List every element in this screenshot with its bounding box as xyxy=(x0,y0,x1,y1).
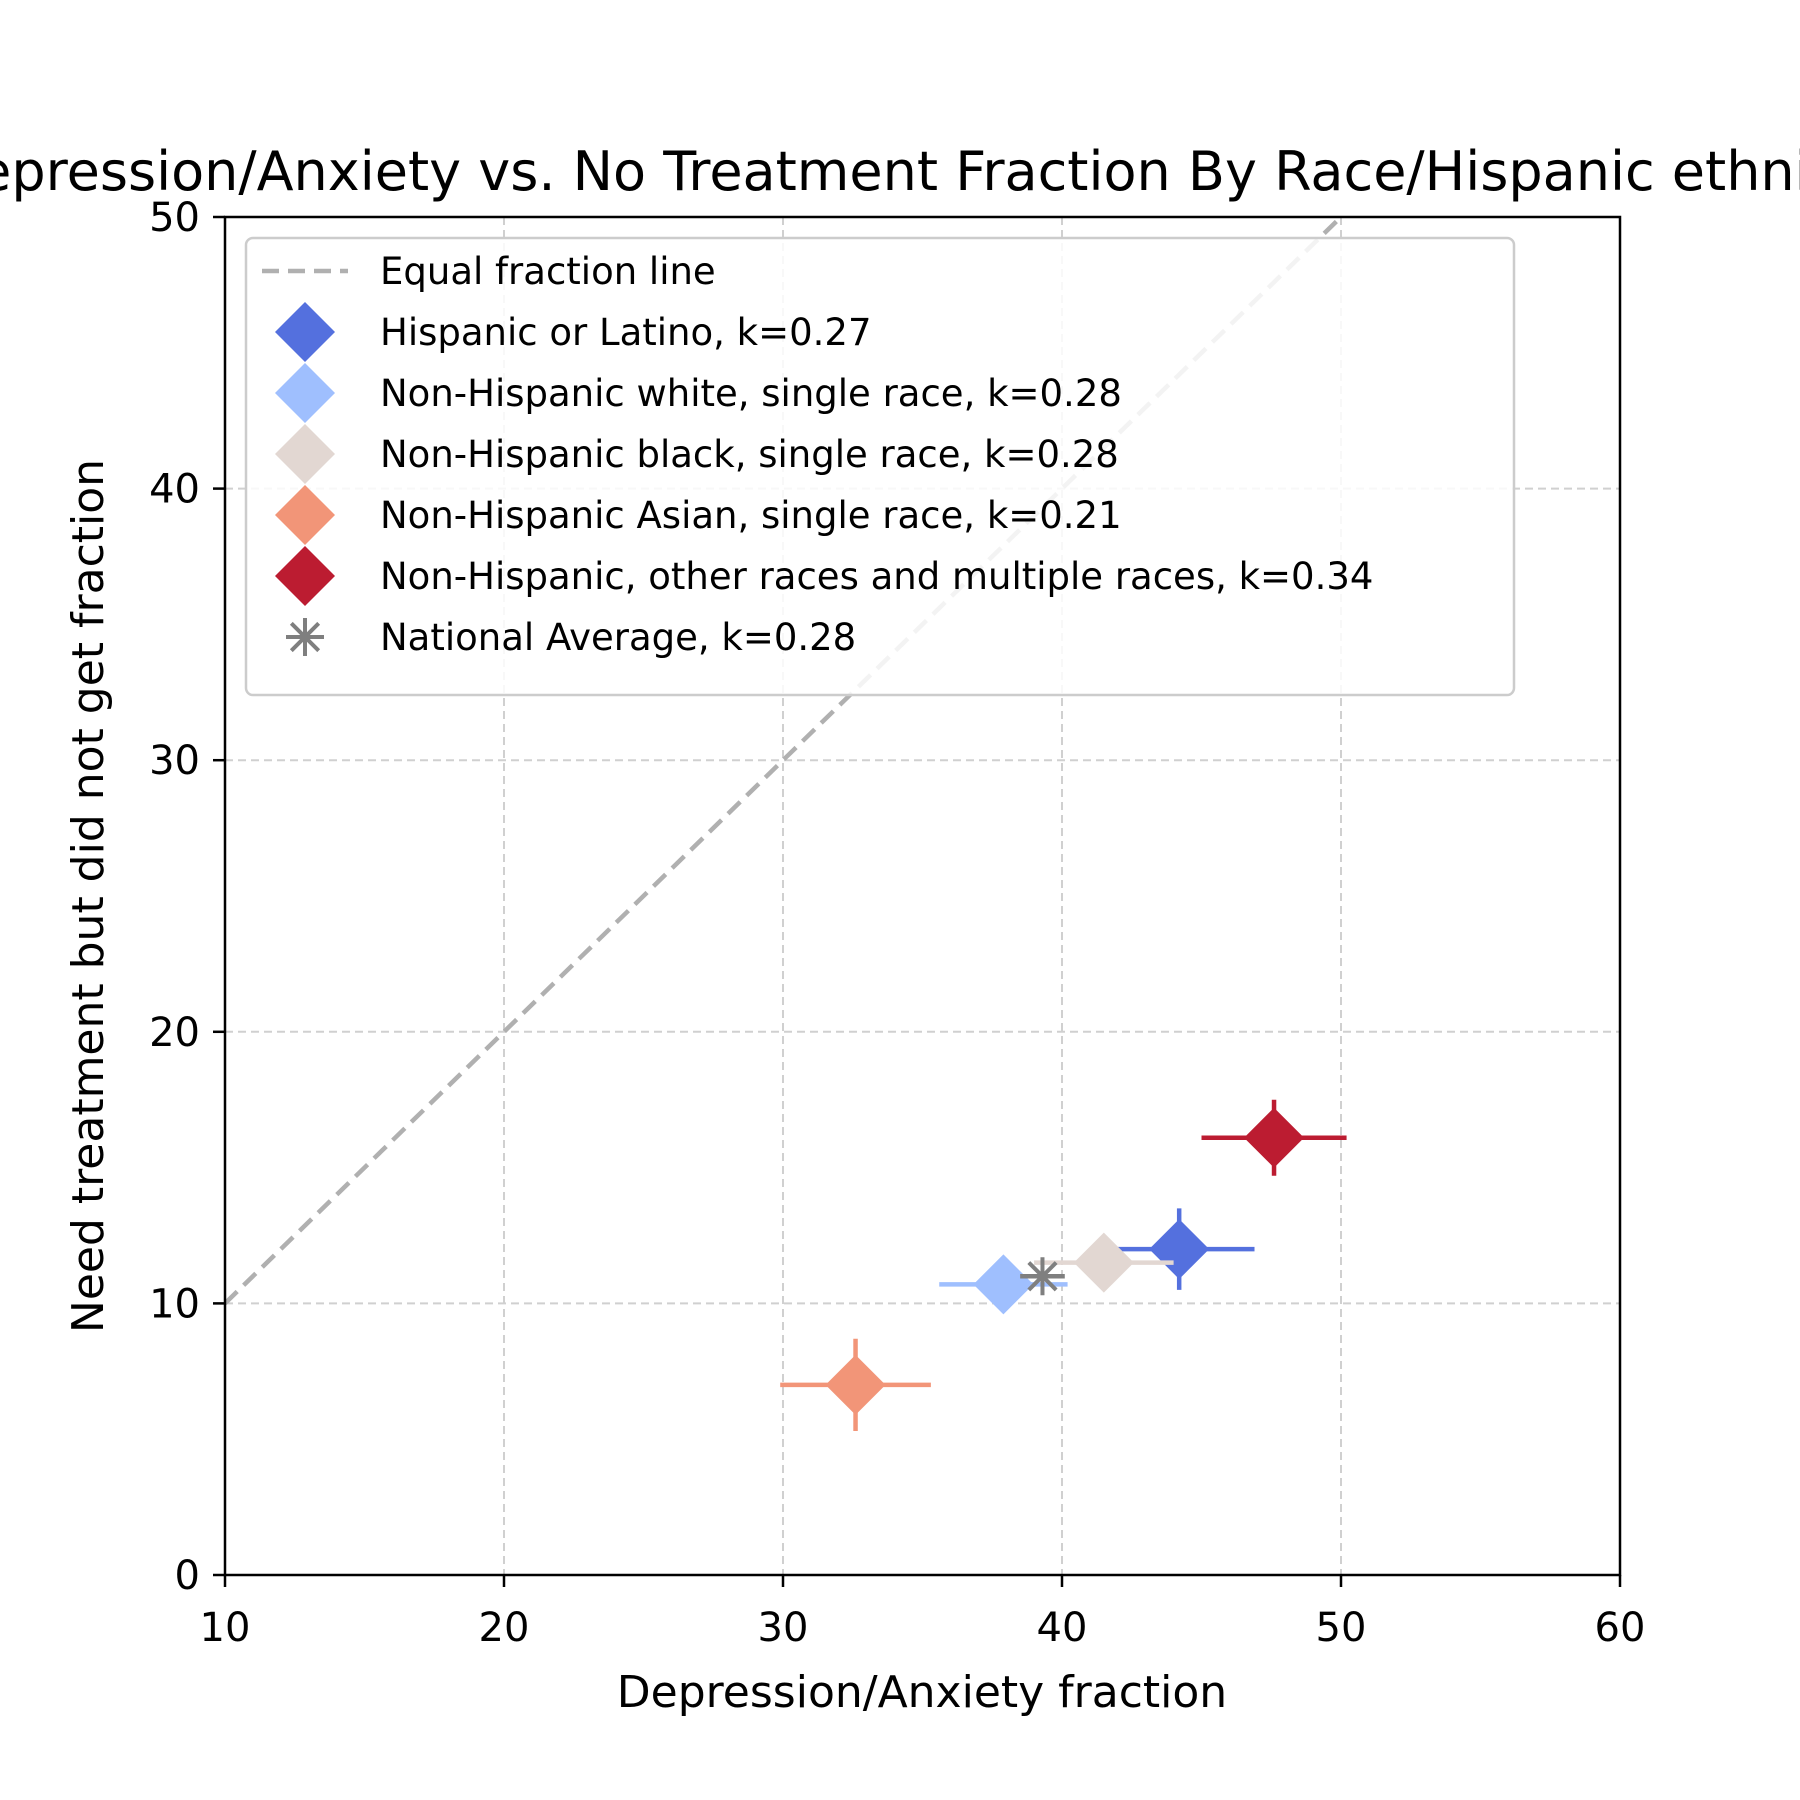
legend-label: Non-Hispanic black, single race, k=0.28 xyxy=(380,433,1119,476)
legend-entry: National Average, k=0.28 xyxy=(286,616,856,659)
legend-label: Non-Hispanic Asian, single race, k=0.21 xyxy=(380,494,1122,537)
legend-entry: Equal fraction line xyxy=(262,250,716,293)
legend-diamond-swatch xyxy=(275,546,335,606)
y-tick-label: 40 xyxy=(149,467,200,513)
data-point xyxy=(1201,1099,1347,1176)
y-tick-label: 50 xyxy=(149,195,200,241)
data-point xyxy=(780,1338,931,1432)
x-tick-label: 40 xyxy=(1037,1605,1088,1651)
point-marker xyxy=(825,1354,886,1415)
chart-title: Depression/Anxiety vs. No Treatment Frac… xyxy=(0,140,1800,203)
data-points xyxy=(780,1099,1347,1432)
legend-label: Hispanic or Latino, k=0.27 xyxy=(380,311,871,354)
x-tick-label: 30 xyxy=(758,1605,809,1651)
legend-entry: Non-Hispanic black, single race, k=0.28 xyxy=(275,424,1119,484)
x-tick-label: 50 xyxy=(1316,1605,1367,1651)
legend-diamond-swatch xyxy=(275,485,335,545)
y-tick-label: 10 xyxy=(149,1281,200,1327)
legend-label: Non-Hispanic, other races and multiple r… xyxy=(380,555,1373,598)
legend-entry: Non-Hispanic, other races and multiple r… xyxy=(275,546,1373,606)
y-axis-label: Need treatment but did not get fraction xyxy=(63,459,114,1333)
point-marker xyxy=(1244,1107,1305,1168)
data-point xyxy=(939,1254,1068,1315)
y-tick-label: 30 xyxy=(149,738,200,784)
point-marker xyxy=(973,1254,1034,1315)
y-axis: 0 10 20 30 40 50 xyxy=(149,195,225,1599)
legend-entry: Non-Hispanic white, single race, k=0.28 xyxy=(275,363,1122,423)
legend-entry: Hispanic or Latino, k=0.27 xyxy=(275,302,871,362)
legend-diamond-swatch xyxy=(275,424,335,484)
legend-diamond-swatch xyxy=(275,363,335,423)
point-marker-star xyxy=(1023,1257,1062,1296)
point-marker xyxy=(1073,1232,1134,1293)
legend-star-swatch xyxy=(286,618,324,656)
legend-entry: Non-Hispanic Asian, single race, k=0.21 xyxy=(275,485,1122,545)
legend-label: Equal fraction line xyxy=(380,250,716,293)
x-tick-label: 20 xyxy=(479,1605,530,1651)
plot-frame xyxy=(223,215,1622,1577)
y-tick-label: 20 xyxy=(149,1010,200,1056)
legend-box xyxy=(244,236,1516,697)
x-axis-label: Depression/Anxiety fraction xyxy=(617,1667,1227,1718)
x-tick-label: 10 xyxy=(200,1605,251,1651)
legend-diamond-swatch xyxy=(275,302,335,362)
data-point xyxy=(1034,1232,1174,1293)
legend-label: National Average, k=0.28 xyxy=(380,616,856,659)
legend: Equal fraction line Hispanic or Latino, k… xyxy=(244,236,1516,697)
y-tick-label: 0 xyxy=(175,1553,200,1599)
data-point xyxy=(1020,1257,1065,1296)
x-tick-label: 60 xyxy=(1595,1605,1646,1651)
x-axis: 10 20 30 40 50 60 xyxy=(200,1575,1646,1651)
legend-label: Non-Hispanic white, single race, k=0.28 xyxy=(380,372,1122,415)
